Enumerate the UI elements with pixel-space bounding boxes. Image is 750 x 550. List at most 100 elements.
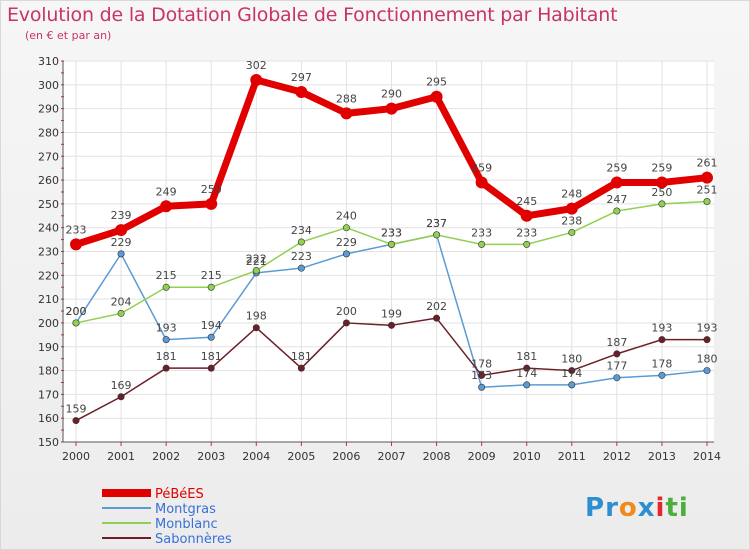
data-label: 174: [561, 367, 582, 380]
data-label: 222: [246, 253, 267, 266]
y-tick-label: 200: [38, 317, 59, 330]
data-label: 290: [381, 88, 402, 101]
data-point: [565, 202, 578, 215]
data-label: 229: [111, 236, 132, 249]
data-point: [658, 336, 666, 344]
x-tick-label: 2007: [378, 450, 406, 463]
data-label: 187: [606, 336, 627, 349]
data-point: [610, 176, 623, 189]
data-point: [297, 238, 305, 246]
data-point: [703, 197, 711, 205]
logo-letter: i: [678, 493, 689, 523]
data-point: [613, 350, 621, 358]
data-label: 229: [336, 236, 357, 249]
data-point: [385, 102, 398, 115]
data-label: 251: [697, 183, 718, 196]
data-point: [433, 231, 441, 239]
data-point: [703, 336, 711, 344]
data-label: 221: [246, 255, 267, 268]
data-label: 200: [66, 305, 87, 318]
x-tick-label: 2013: [648, 450, 676, 463]
data-label: 173: [471, 369, 492, 382]
data-label: 169: [111, 379, 132, 392]
data-label: 181: [516, 350, 537, 363]
data-point: [162, 364, 170, 372]
data-label: 198: [246, 310, 267, 323]
data-point: [70, 238, 82, 251]
data-point: [295, 85, 308, 98]
data-label: 193: [697, 322, 718, 335]
data-label: 259: [651, 161, 672, 174]
data-label: 233: [66, 223, 87, 236]
data-point: [613, 374, 621, 382]
logo-letter: x: [637, 493, 656, 523]
x-tick-label: 2000: [62, 450, 90, 463]
data-label: 233: [381, 226, 402, 239]
data-label: 234: [291, 224, 312, 237]
y-tick-label: 170: [38, 388, 59, 401]
data-point: [252, 324, 260, 332]
data-label: 215: [201, 269, 222, 282]
x-tick-label: 2005: [287, 450, 315, 463]
data-point: [523, 364, 531, 372]
data-label: 288: [336, 92, 357, 105]
data-point: [523, 240, 531, 248]
data-label: 180: [561, 353, 582, 366]
data-point: [297, 364, 305, 372]
data-label: 240: [336, 210, 357, 223]
logo-letter: r: [605, 493, 619, 523]
data-label: 181: [201, 350, 222, 363]
data-label: 245: [516, 195, 537, 208]
data-label: 237: [426, 217, 447, 230]
data-label: 200: [336, 305, 357, 318]
data-point: [703, 367, 711, 375]
y-tick-label: 160: [38, 412, 59, 425]
x-tick-label: 2003: [197, 450, 225, 463]
data-label: 233: [516, 226, 537, 239]
data-point: [162, 336, 170, 344]
legend-label: PéBéES: [155, 487, 204, 502]
x-tick-label: 2001: [107, 450, 135, 463]
data-label: 177: [606, 360, 627, 373]
data-point: [117, 393, 125, 401]
data-point: [207, 364, 215, 372]
data-label: 233: [381, 226, 402, 239]
proxiti-logo: Proxiti: [585, 493, 689, 523]
data-label: 295: [426, 76, 447, 89]
logo-letter: t: [665, 493, 679, 523]
data-point: [387, 321, 395, 329]
data-point: [568, 381, 576, 389]
data-point: [478, 383, 486, 391]
data-point: [297, 264, 305, 272]
data-label: 204: [111, 295, 132, 308]
data-point: [342, 319, 350, 327]
x-tick-label: 2012: [603, 450, 631, 463]
logo-letter: P: [585, 493, 606, 523]
data-label: 302: [246, 59, 267, 72]
legend-label: Sabonnères: [155, 532, 232, 547]
data-point: [205, 197, 218, 210]
y-tick-label: 210: [38, 293, 59, 306]
y-tick-label: 290: [38, 103, 59, 116]
data-label: 233: [471, 226, 492, 239]
data-label: 261: [697, 157, 718, 170]
data-point: [523, 381, 531, 389]
logo-letter: o: [618, 493, 638, 523]
y-tick-label: 280: [38, 126, 59, 139]
data-point: [340, 107, 353, 120]
data-label: 259: [471, 161, 492, 174]
data-point: [387, 240, 395, 248]
data-point: [475, 176, 488, 189]
data-label: 200: [66, 305, 87, 318]
legend-label: Montgras: [155, 502, 216, 517]
data-label: 194: [201, 319, 222, 332]
x-tick-label: 2011: [558, 450, 586, 463]
data-point: [72, 319, 80, 327]
data-label: 193: [156, 322, 177, 335]
x-tick-label: 2008: [423, 450, 451, 463]
data-label: 178: [471, 357, 492, 370]
data-label: 181: [291, 350, 312, 363]
y-tick-label: 260: [38, 174, 59, 187]
data-label: 215: [156, 269, 177, 282]
